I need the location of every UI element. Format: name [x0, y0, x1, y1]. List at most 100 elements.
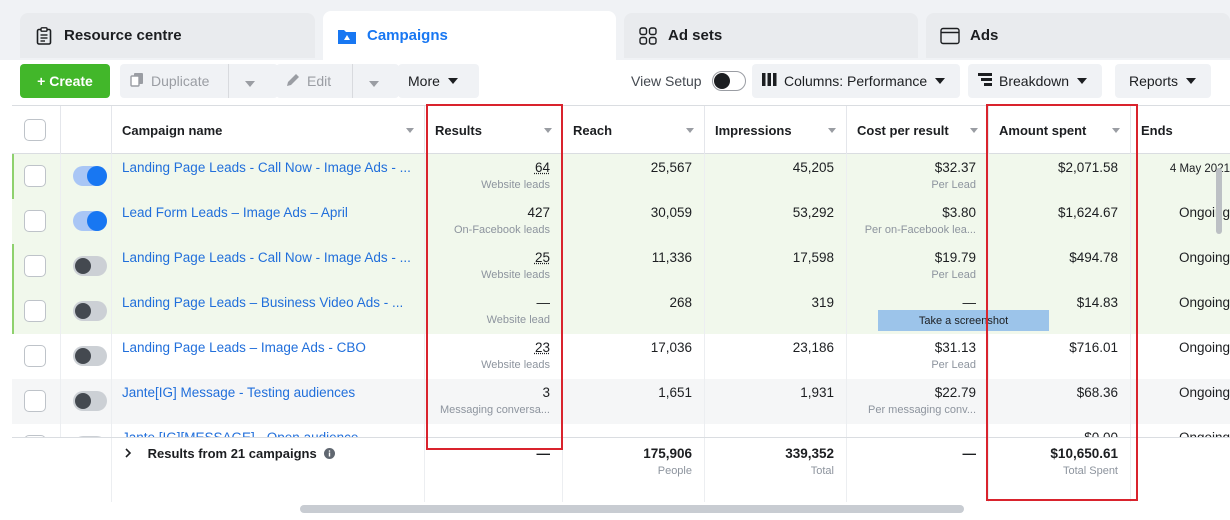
header-ends[interactable]: Ends [1131, 106, 1230, 154]
campaign-status-toggle[interactable] [73, 256, 107, 276]
amount-spent-highlight-box [986, 104, 1138, 501]
chevron-right-icon[interactable] [124, 446, 132, 461]
campaign-status-toggle[interactable] [73, 391, 107, 411]
header-label: Ends [1141, 122, 1173, 138]
cell-ends: Ongoing [1131, 244, 1230, 289]
table-row[interactable]: Landing Page Leads – Business Video Ads … [12, 289, 1230, 334]
columns-button[interactable]: Columns: Performance [752, 64, 960, 98]
campaign-status-toggle[interactable] [73, 166, 107, 186]
campaign-name-link[interactable]: Landing Page Leads - Call Now - Image Ad… [112, 244, 425, 289]
impressions-value: 45,205 [792, 160, 834, 175]
header-label: Cost per result [857, 122, 949, 138]
results-sub-label: Messaging conversa... [439, 404, 550, 416]
tab-label: Resource centre [64, 27, 182, 44]
vertical-scrollbar[interactable] [1216, 168, 1222, 234]
tab-ad-sets[interactable]: Ad sets [624, 13, 918, 58]
campaign-status-toggle[interactable] [73, 301, 107, 321]
duplicate-button[interactable]: Duplicate [120, 64, 278, 98]
table-row[interactable]: Landing Page Leads - Call Now - Image Ad… [12, 154, 1230, 199]
header-impressions[interactable]: Impressions [705, 106, 847, 154]
columns-label: Columns: Performance [784, 73, 928, 89]
cost-value: $22.79 [934, 385, 976, 400]
reach-value: 1,651 [658, 385, 692, 400]
reach-value: 30,059 [650, 205, 692, 220]
create-label: + Create [37, 73, 93, 89]
tab-ads[interactable]: Ads [926, 13, 1230, 58]
toggle-knob [87, 166, 107, 186]
select-all-checkbox[interactable] [24, 119, 46, 141]
campaign-status-toggle[interactable] [73, 346, 107, 366]
results-highlight-box [426, 104, 563, 450]
cell-reach: 1,651 [563, 379, 705, 424]
row-checkbox[interactable] [24, 210, 46, 232]
header-cost-per-result[interactable]: Cost per result [847, 106, 989, 154]
header-label: Results [435, 122, 482, 138]
cost-sub-label: Per Lead [931, 179, 976, 191]
footer-impressions-value: 339,352 [785, 446, 834, 461]
results-sub-label: Website lead [486, 314, 550, 326]
more-label: More [408, 73, 440, 89]
cell-spent: $716.01 [989, 334, 1131, 379]
row-checkbox[interactable] [24, 345, 46, 367]
row-toggle-cell [61, 289, 112, 334]
divider [352, 64, 353, 98]
header-reach[interactable]: Reach [563, 106, 705, 154]
reports-button[interactable]: Reports [1115, 64, 1211, 98]
cell-spent: $68.36 [989, 379, 1131, 424]
footer-reach-sub: People [657, 465, 692, 477]
toggle-knob [75, 393, 91, 409]
footer-cost: — [847, 438, 989, 502]
campaign-name-link[interactable]: Landing Page Leads – Business Video Ads … [112, 289, 425, 334]
cell-cost: $31.13 Per Lead [847, 334, 989, 379]
duplicate-dropdown-caret-icon[interactable] [237, 74, 255, 90]
campaign-name-link[interactable]: Jante[IG] Message - Testing audiences [112, 379, 425, 424]
horizontal-scrollbar[interactable] [300, 505, 964, 513]
cell-impressions: 17,598 [705, 244, 847, 289]
row-select-cell [12, 199, 61, 244]
create-button[interactable]: + Create [20, 64, 110, 98]
info-icon[interactable] [324, 447, 336, 462]
sort-icon[interactable] [828, 128, 836, 133]
campaign-name-link[interactable]: Landing Page Leads - Call Now - Image Ad… [112, 154, 425, 199]
pencil-icon [286, 73, 300, 90]
table-row[interactable]: Landing Page Leads – Image Ads - CBO 23 We… [12, 334, 1230, 379]
tab-label: Campaigns [367, 27, 448, 44]
row-checkbox[interactable] [24, 390, 46, 412]
ends-value: Ongoing [1178, 205, 1230, 220]
breakdown-label: Breakdown [999, 73, 1070, 89]
row-checkbox[interactable] [24, 255, 46, 277]
more-button[interactable]: More [398, 64, 479, 98]
breakdown-button[interactable]: Breakdown [968, 64, 1102, 98]
sort-icon[interactable] [544, 128, 552, 133]
spent-value: $1,624.67 [1057, 205, 1118, 220]
table-row[interactable]: Landing Page Leads - Call Now - Image Ad… [12, 244, 1230, 289]
campaign-name-link[interactable]: Lead Form Leads – Image Ads – April [112, 199, 425, 244]
header-campaign-name[interactable]: Campaign name [112, 106, 425, 154]
ends-value: Ongoing [1178, 295, 1230, 310]
screenshot-tooltip[interactable]: Take a screenshot [878, 310, 1049, 331]
sort-icon[interactable] [1112, 128, 1120, 133]
edit-button[interactable]: Edit [276, 64, 399, 98]
cell-reach: 30,059 [563, 199, 705, 244]
sort-icon[interactable] [686, 128, 694, 133]
cell-spent: $494.78 [989, 244, 1131, 289]
campaign-status-toggle[interactable] [73, 211, 107, 231]
header-amount-spent[interactable]: Amount spent [989, 106, 1131, 154]
row-checkbox[interactable] [24, 300, 46, 322]
footer-summary[interactable]: Results from 21 campaigns [112, 438, 425, 502]
cell-results: 23 Website leads [425, 334, 563, 379]
row-checkbox[interactable] [24, 165, 46, 187]
table-row[interactable]: Jante[IG] Message - Testing audiences 3 Me… [12, 379, 1230, 424]
edit-dropdown-caret-icon[interactable] [361, 74, 379, 90]
sort-icon[interactable] [970, 128, 978, 133]
ad-window-icon [940, 26, 960, 46]
grid-icon [638, 26, 658, 46]
results-value: 427 [527, 205, 550, 220]
tab-campaigns[interactable]: Campaigns [323, 11, 616, 60]
campaign-name-link[interactable]: Landing Page Leads – Image Ads - CBO [112, 334, 425, 379]
results-value: 23 [534, 340, 550, 355]
tab-resource-centre[interactable]: Resource centre [20, 13, 315, 58]
reach-value: 25,567 [650, 160, 692, 175]
sort-icon[interactable] [406, 128, 414, 133]
view-setup-toggle[interactable] [711, 71, 746, 91]
